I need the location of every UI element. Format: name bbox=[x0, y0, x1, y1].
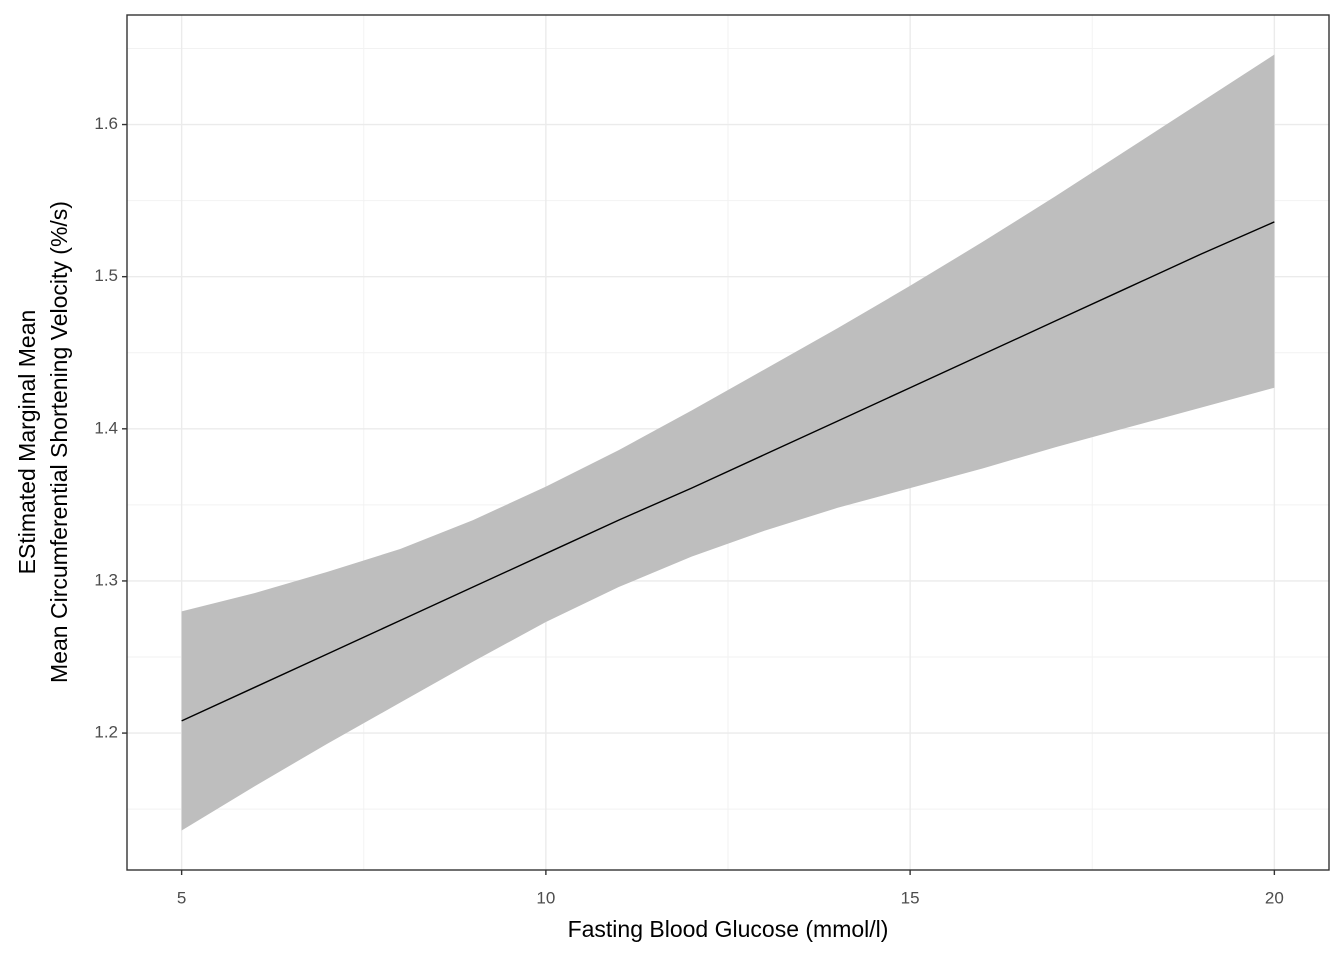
x-tick-label: 20 bbox=[1265, 888, 1284, 907]
panel-border bbox=[126, 14, 1330, 871]
y-tick-label: 1.6 bbox=[94, 114, 118, 133]
x-tick-label: 10 bbox=[536, 888, 555, 907]
line bbox=[181, 221, 1275, 722]
x-tick-label: 5 bbox=[177, 888, 186, 907]
y-tick-label: 1.5 bbox=[94, 266, 118, 285]
y-tick-label: 1.2 bbox=[94, 723, 118, 742]
x-tick-label: 15 bbox=[901, 888, 920, 907]
y-tick-label: 1.4 bbox=[94, 418, 118, 437]
y-axis-title: Mean Circumferential Shortening Velocity… bbox=[46, 201, 72, 683]
y-tick-label: 1.3 bbox=[94, 570, 118, 589]
x-axis-title: Fasting Blood Glucose (mmol/l) bbox=[568, 916, 889, 942]
confidence-band bbox=[181, 54, 1275, 831]
y-axis-title: EStimated Marginal Mean bbox=[14, 310, 40, 575]
